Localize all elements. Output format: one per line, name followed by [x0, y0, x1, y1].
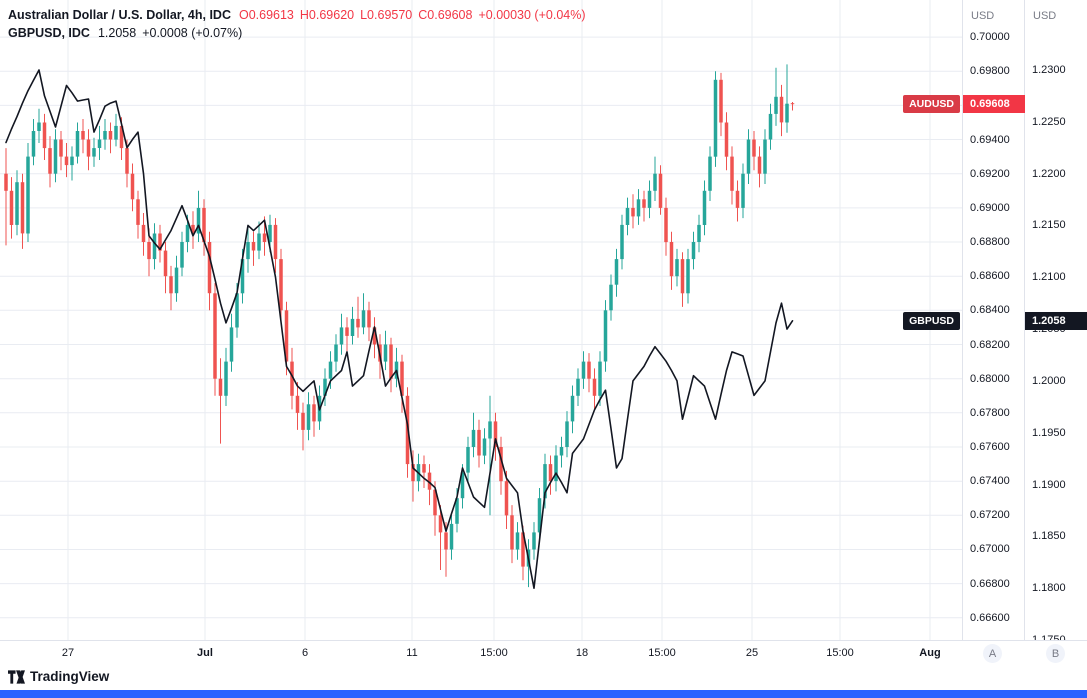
tradingview-logo[interactable]: TradingView: [8, 669, 109, 684]
chart-pane[interactable]: Australian Dollar / U.S. Dollar, 4h, IDC…: [0, 0, 962, 640]
price-tick-label: 1.1900: [1032, 478, 1066, 491]
price-scale-a-button[interactable]: A: [983, 644, 1002, 663]
time-tick-label: 15:00: [480, 647, 508, 659]
price-tick-label: 0.68000: [970, 372, 1010, 385]
price-tick-label: 1.2300: [1032, 63, 1066, 76]
time-tick-label: Jul: [197, 647, 213, 659]
time-tick-label: Aug: [919, 647, 941, 659]
price-tick-label: 0.67800: [970, 406, 1010, 419]
price-tick-label: 0.68400: [970, 304, 1010, 317]
time-tick-label: 6: [301, 647, 309, 659]
footer-row: TradingView: [0, 666, 1087, 690]
grid: [0, 0, 962, 640]
price-tick-label: 0.68200: [970, 338, 1010, 351]
axis1-currency-label: USD: [971, 10, 995, 22]
price-tick-label: 0.66800: [970, 577, 1010, 590]
price-axis-gbpusd[interactable]: USD 1.2058 1.2300 1.2250 1.2200 1.2150 1.210…: [1024, 0, 1087, 646]
time-tick-label: 15:00: [826, 647, 854, 659]
close-value: C0.69608: [418, 8, 473, 22]
price-tick-label: 0.66600: [970, 611, 1010, 624]
candlestick-series: [4, 64, 795, 588]
gbpusd-name-badge: GBPUSD: [903, 311, 960, 330]
price-tick-label: 1.2250: [1032, 115, 1066, 128]
tradingview-logo-icon: [8, 669, 25, 684]
low-value: L0.69570: [360, 8, 413, 22]
ohlc-values: O0.69613 H0.69620 L0.69570 C0.69608 +0.00030…: [239, 8, 592, 22]
footer-accent-bar: [0, 690, 1087, 698]
price-tick-label: 1.2150: [1032, 219, 1066, 232]
price-tick-label: 0.69400: [970, 133, 1010, 146]
price-chart-canvas[interactable]: [0, 0, 962, 640]
price-tick-label: 0.67200: [970, 509, 1010, 522]
high-value: H0.69620: [299, 8, 355, 22]
axis2-currency-label: USD: [1033, 10, 1057, 22]
time-tick-label: 25: [745, 647, 759, 659]
price-tick-label: 0.68800: [970, 236, 1010, 249]
price-tick-label: 0.68600: [970, 270, 1010, 283]
price-tick-label: 1.2000: [1032, 374, 1066, 387]
price-tick-label: 1.2100: [1032, 271, 1066, 284]
compare-value: 1.2058: [97, 26, 137, 41]
compare-change: +0.0008 (+0.07%): [142, 26, 243, 41]
open-value: O0.69613: [238, 8, 294, 22]
gbpusd-line-series: [5, 69, 794, 589]
legend-main-row[interactable]: Australian Dollar / U.S. Dollar, 4h, IDC…: [8, 6, 592, 24]
legend-compare-row[interactable]: GBPUSD, IDC 1.2058 +0.0008 (+0.07%): [8, 24, 592, 42]
price-tick-label: 0.67600: [970, 440, 1010, 453]
price-tick-label: 0.70000: [970, 31, 1010, 44]
time-tick-label: 15:00: [648, 647, 676, 659]
audusd-price-badge: 0.69608: [963, 95, 1025, 114]
price-axis-audusd[interactable]: USD 0.69608 0.700000.698000.696000.69400…: [962, 0, 1025, 640]
legend: Australian Dollar / U.S. Dollar, 4h, IDC…: [8, 6, 592, 42]
tradingview-brand-text: TradingView: [30, 669, 110, 684]
time-tick-label: 11: [406, 647, 418, 659]
main-symbol-title: Australian Dollar / U.S. Dollar, 4h, IDC: [8, 8, 231, 22]
price-tick-label: 1.2200: [1032, 167, 1066, 180]
price-tick-label: 1.1950: [1032, 426, 1066, 439]
time-tick-label: 27: [61, 647, 75, 659]
price-scale-b-button[interactable]: B: [1046, 644, 1065, 663]
price-tick-label: 0.69200: [970, 167, 1010, 180]
audusd-name-badge: AUDUSD: [903, 95, 960, 114]
time-axis[interactable]: A B 27 Jul 6 11 15:00 18 15:00 25 15:00 Aug: [0, 640, 1087, 667]
compare-symbol-title: GBPUSD, IDC: [8, 26, 90, 41]
price-tick-label: 1.1800: [1032, 582, 1066, 595]
price-tick-label: 1.1850: [1032, 530, 1066, 543]
price-tick-label: 0.67400: [970, 475, 1010, 488]
gbpusd-price-badge: 1.2058: [1025, 311, 1087, 330]
price-tick-label: 0.69000: [970, 201, 1010, 214]
change-value: +0.00030 (+0.04%): [478, 8, 586, 22]
time-tick-label: 18: [575, 647, 589, 659]
price-tick-label: 0.69800: [970, 65, 1010, 78]
price-tick-label: 0.67000: [970, 543, 1010, 556]
